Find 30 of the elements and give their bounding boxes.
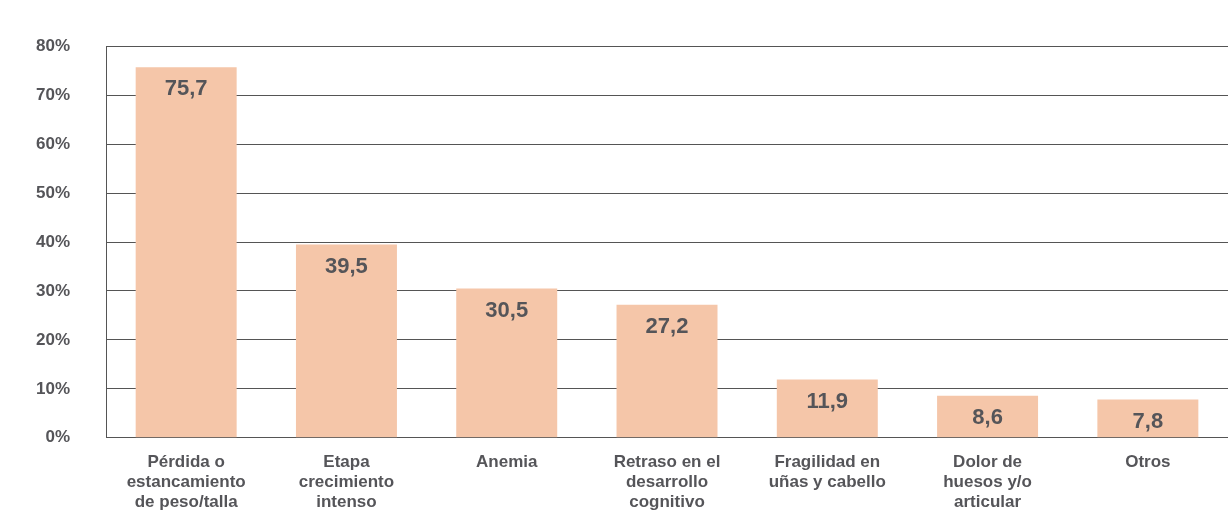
data-label: 39,5	[325, 252, 368, 278]
x-tick-label: Dolor de huesos y/o articular	[943, 451, 1032, 512]
x-tick-label: Otros	[1125, 451, 1171, 471]
y-tick-label: 30%	[35, 280, 71, 300]
data-label: 7,8	[1132, 407, 1164, 433]
x-tick-label: Anemia	[476, 451, 538, 471]
data-label: 30,5	[485, 296, 529, 322]
bar	[937, 395, 1039, 438]
bar	[776, 379, 878, 438]
data-label: 8,6	[972, 403, 1003, 429]
y-tick-label: 0%	[45, 427, 71, 447]
x-tick-label: Fragilidad en uñas y cabello	[768, 451, 886, 492]
data-label: 11,9	[806, 387, 849, 413]
y-tick-label: 60%	[35, 133, 71, 153]
y-tick-label: 10%	[35, 378, 71, 398]
data-label: 75,7	[164, 75, 208, 101]
bar	[616, 304, 718, 438]
x-tick-label: Retraso en el desarrollo cognitivo	[613, 451, 721, 512]
bar	[456, 288, 558, 438]
bar	[1097, 399, 1199, 438]
y-tick-label: 50%	[35, 182, 71, 202]
y-tick-label: 70%	[35, 84, 71, 104]
x-tick-label: Pérdida o estancamiento de peso/talla	[126, 451, 246, 512]
y-tick-label: 40%	[35, 231, 71, 251]
bar	[295, 244, 397, 438]
bar	[135, 67, 237, 438]
data-label: 27,2	[645, 312, 689, 338]
y-tick-label: 80%	[35, 35, 71, 55]
y-tick-label: 20%	[35, 329, 71, 349]
x-tick-label: Etapa crecimiento intenso	[298, 451, 395, 512]
